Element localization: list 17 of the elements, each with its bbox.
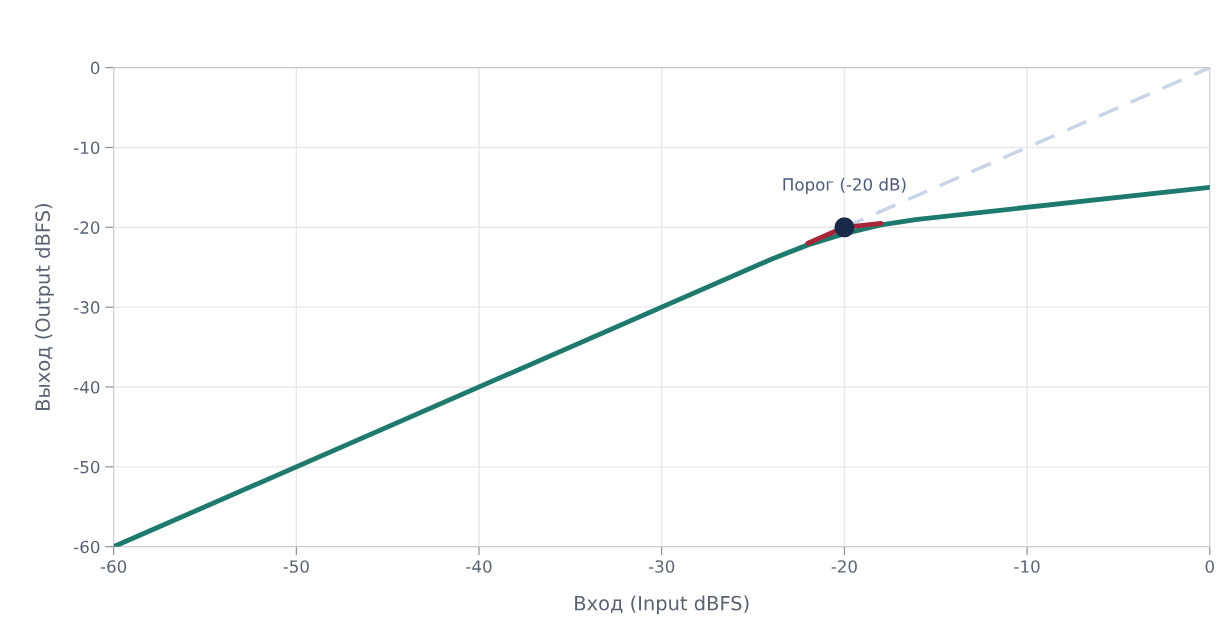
x-tick-label: -30 (648, 560, 675, 573)
x-tick-label: -40 (466, 560, 492, 573)
y-tick-label: 0 (90, 61, 100, 75)
x-tick-label: -20 (831, 560, 857, 573)
x-tick-label: -60 (100, 560, 127, 573)
y-tick-label: -50 (74, 460, 100, 474)
y-tick-label: -60 (74, 540, 100, 554)
y-tick-label: -10 (74, 141, 100, 155)
y-tick-label: -30 (74, 301, 100, 314)
y-tick-label: -40 (74, 380, 100, 394)
x-tick-label: -10 (1014, 560, 1040, 573)
x-tick-label: -50 (283, 560, 309, 573)
y-tick-label: -20 (74, 221, 100, 234)
annotation: Порог (-20 dB) (783, 177, 906, 194)
x-axis-title: Вход (Input dBFS) (575, 595, 749, 615)
y-axis-title: Выход (Output dBFS) (34, 204, 54, 410)
x-tick-label: 0 (1205, 560, 1214, 573)
